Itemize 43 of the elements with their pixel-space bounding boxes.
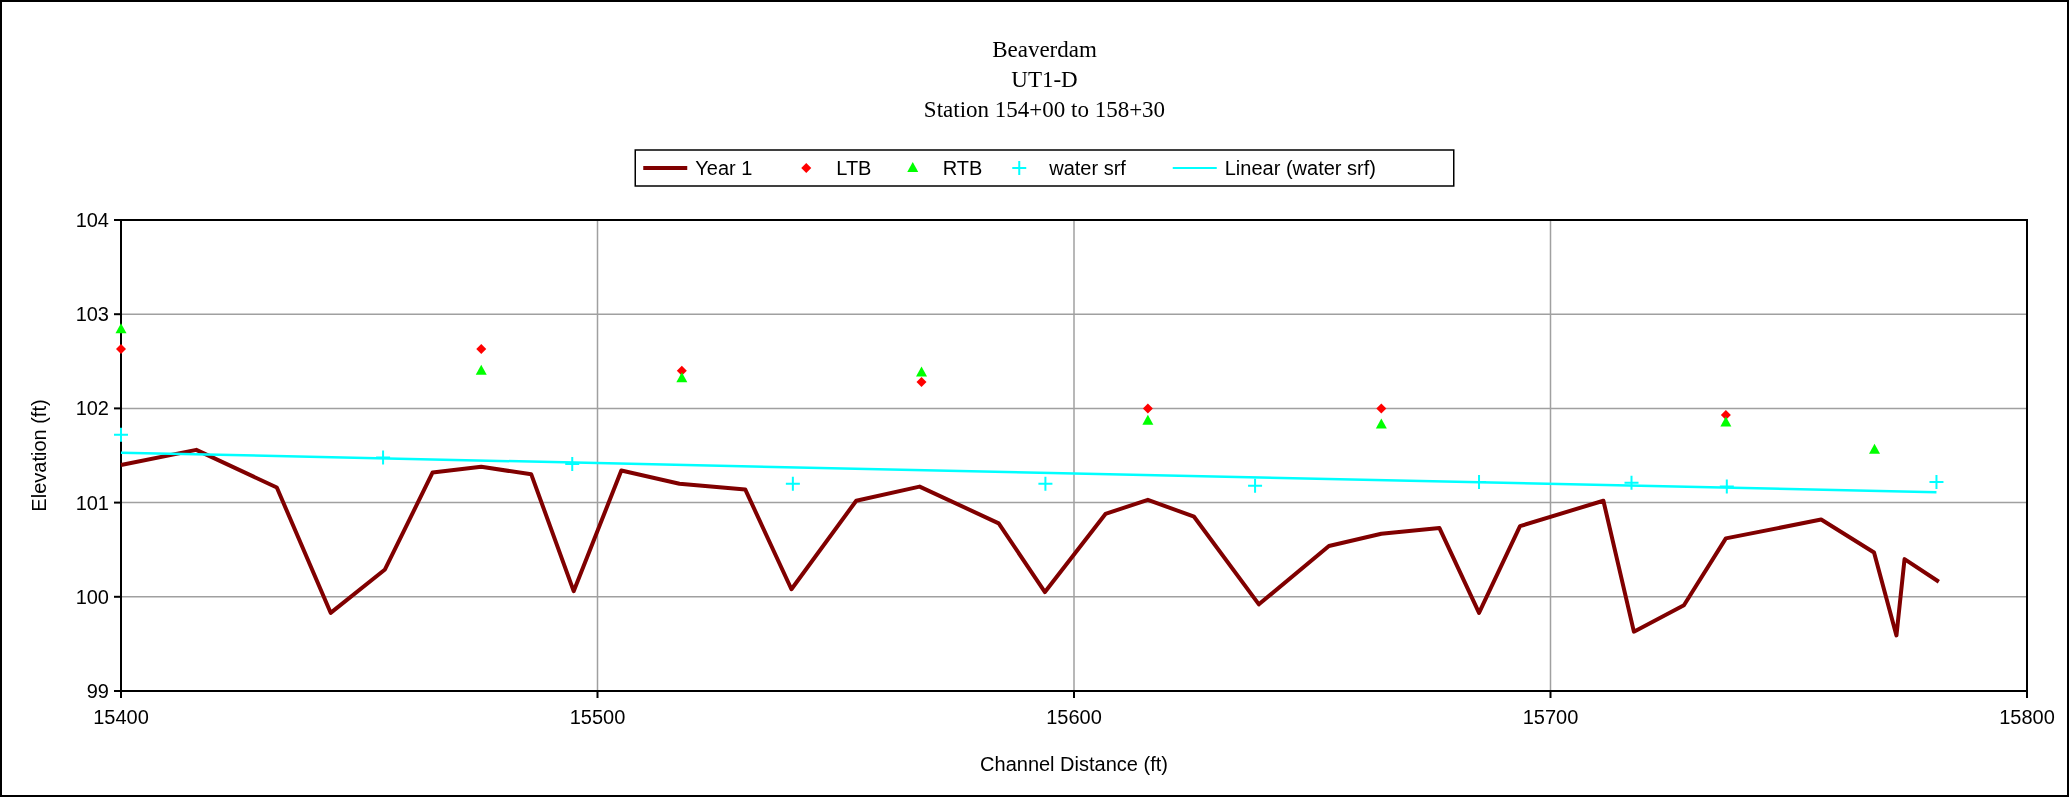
point bbox=[784, 475, 801, 492]
point bbox=[1376, 403, 1387, 414]
point bbox=[475, 364, 487, 375]
point bbox=[676, 372, 688, 383]
point bbox=[916, 377, 927, 388]
y-tick-label: 104 bbox=[75, 209, 109, 231]
point bbox=[116, 344, 126, 355]
x-tick-label: 15400 bbox=[93, 706, 149, 728]
chart-subtitle: UT1-D Station 154+00 to 158+30 bbox=[923, 67, 1166, 122]
point bbox=[476, 344, 487, 355]
y-tick-label: 101 bbox=[75, 491, 109, 514]
x-tick-label: 15600 bbox=[1046, 706, 1102, 728]
y-tick-label: 99 bbox=[86, 680, 109, 702]
point bbox=[1375, 418, 1387, 429]
point bbox=[1142, 403, 1153, 414]
chart-title: Beaverdam bbox=[992, 37, 1097, 62]
x-tick-label: 15500 bbox=[569, 706, 626, 728]
y-tick-label: 102 bbox=[75, 397, 109, 420]
legend-label: LTB bbox=[836, 157, 872, 179]
point bbox=[564, 455, 581, 472]
point bbox=[676, 365, 687, 376]
point bbox=[1720, 409, 1731, 420]
y-tick-label: 103 bbox=[75, 303, 109, 326]
point bbox=[1623, 474, 1640, 491]
x-tick-label: 15800 bbox=[1999, 706, 2055, 728]
legend-label: Linear (water srf) bbox=[1224, 157, 1376, 179]
y-tick-label: 100 bbox=[75, 585, 109, 608]
point bbox=[1247, 477, 1264, 494]
point bbox=[1037, 475, 1054, 492]
line-series bbox=[119, 447, 1941, 638]
x-tick-label: 15700 bbox=[1522, 706, 1579, 728]
point bbox=[375, 449, 392, 466]
point bbox=[916, 366, 928, 377]
legend-label: Year 1 bbox=[695, 157, 753, 179]
legend-label: RTB bbox=[942, 157, 983, 179]
point bbox=[113, 426, 129, 443]
point bbox=[1720, 416, 1732, 427]
point bbox=[1869, 443, 1881, 454]
x-axis-title: Channel Distance (ft) bbox=[980, 753, 1168, 775]
point bbox=[1142, 414, 1154, 425]
point bbox=[115, 323, 127, 334]
legend-label: water srf bbox=[1048, 157, 1127, 179]
y-axis-title: Elevation (ft) bbox=[28, 399, 50, 512]
